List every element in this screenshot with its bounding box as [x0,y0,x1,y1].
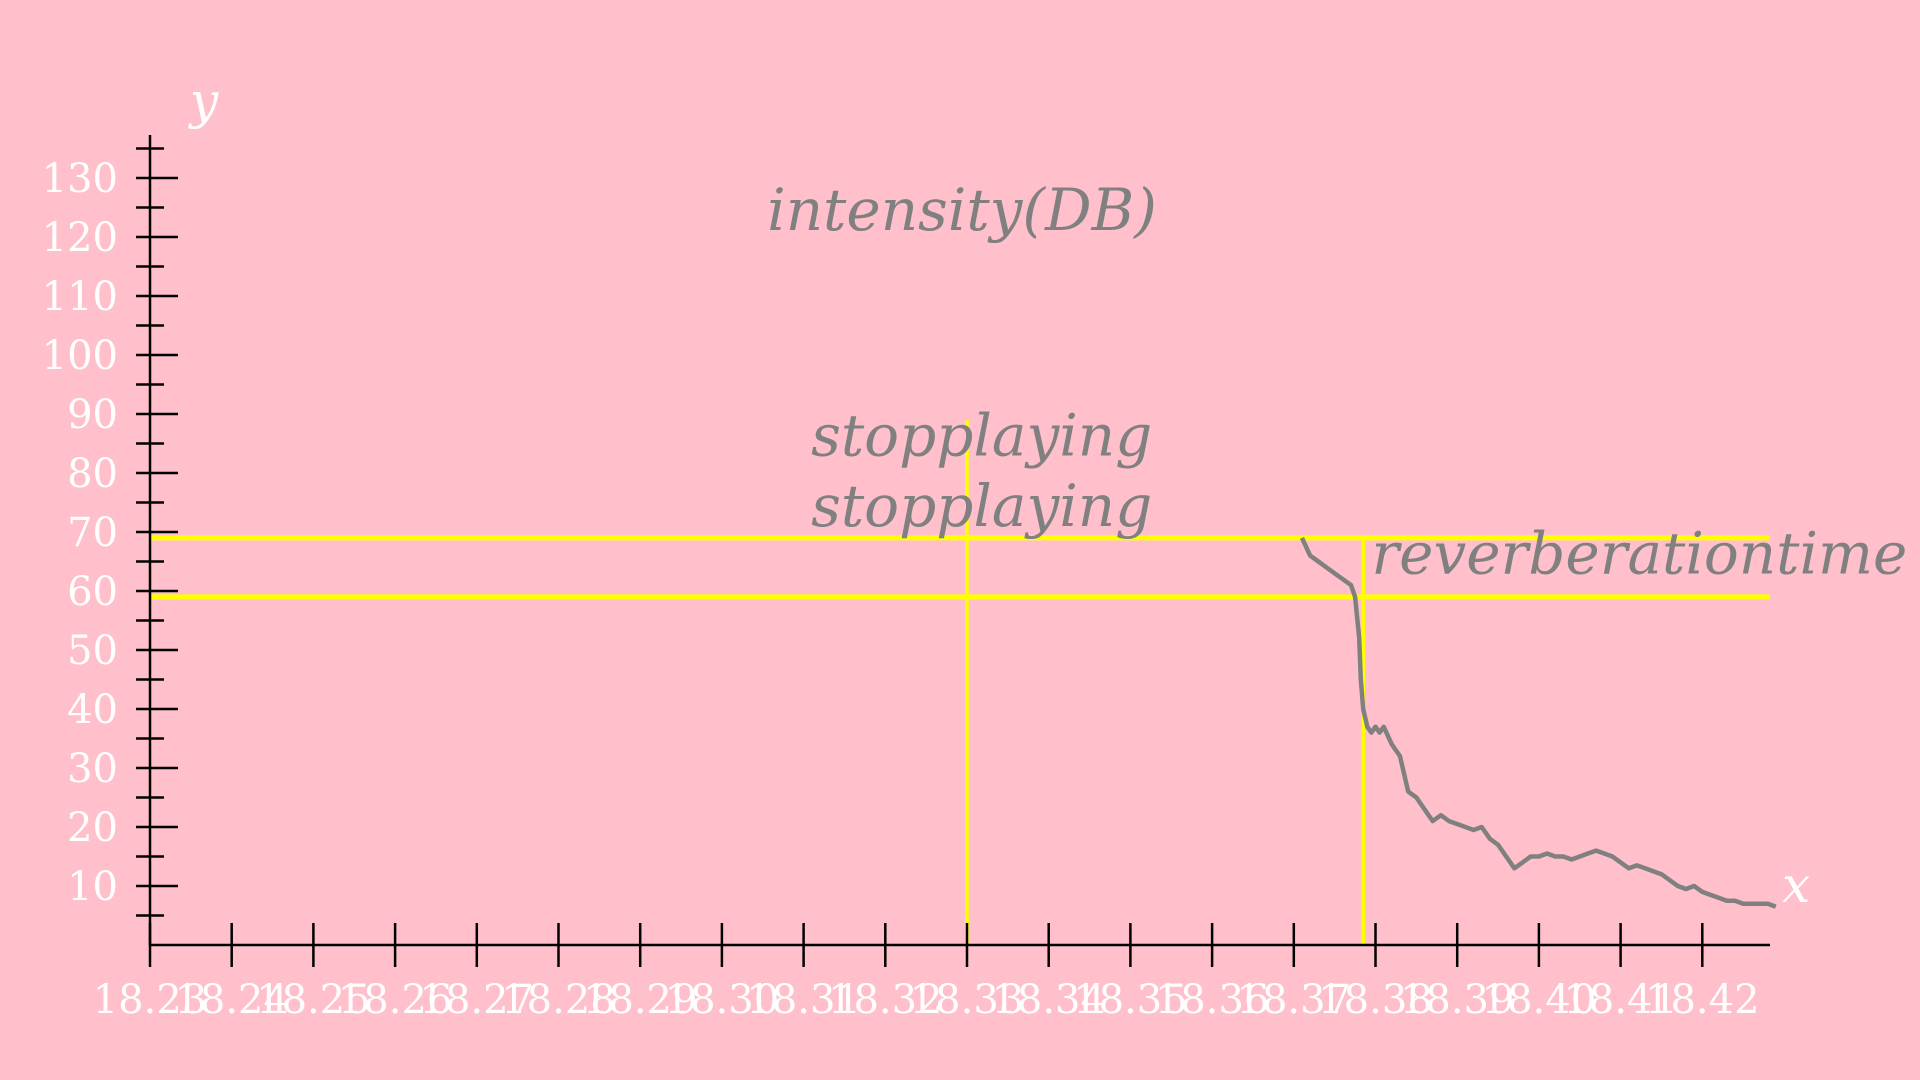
x-tick-label: 18.26 [338,977,453,1023]
x-tick-label: 18.25 [256,977,371,1023]
y-tick-label: 50 [67,628,118,674]
y-tick-label: 100 [42,333,118,379]
series-group [1299,536,1777,909]
y-axis-label: y [188,72,219,130]
y-tick-label: 130 [42,156,118,202]
y-tick-label: 40 [67,687,118,733]
y-tick-label: 110 [42,274,118,320]
x-tick-label: 18.24 [174,977,289,1023]
annotation-label: stopplaying [811,401,1152,469]
y-tick-label: 120 [42,215,118,261]
x-tick-label: 18.35 [1073,977,1188,1023]
x-tick-label: 18.37 [1237,977,1352,1023]
annotation-label: stopplaying [811,472,1152,540]
x-axis-label: x [1782,856,1810,914]
y-tick-label: 80 [67,451,118,497]
y-tick-label: 70 [67,510,118,556]
reference-lines [150,420,1770,945]
x-tick-label: 18.33 [910,977,1025,1023]
x-tick-label: 18.31 [746,977,861,1023]
y-tick-label: 20 [67,805,118,851]
y-tick-label: 30 [67,746,118,792]
x-tick-label: 18.28 [501,977,616,1023]
annotation-label: reverberationtime [1371,519,1907,587]
x-tick-label: 18.32 [828,977,943,1023]
x-tick-label: 18.39 [1400,977,1515,1023]
series-line [1299,536,1777,909]
chart-title: intensity(DB) [767,176,1157,244]
x-tick-label: 18.30 [665,977,780,1023]
axes: 18.2318.2418.2518.2618.2718.2818.2918.30… [42,135,1770,1023]
x-tick-label: 18.27 [420,977,535,1023]
x-tick-label: 18.23 [93,977,208,1023]
labels: intensity(DB) x y [188,72,1810,914]
x-tick-label: 18.42 [1645,977,1760,1023]
y-tick-label: 90 [67,392,118,438]
x-tick-label: 18.36 [1155,977,1270,1023]
x-tick-label: 18.40 [1482,977,1597,1023]
y-tick-label: 60 [67,569,118,615]
x-tick-label: 18.38 [1318,977,1433,1023]
x-tick-label: 18.34 [991,977,1106,1023]
x-tick-label: 18.29 [583,977,698,1023]
y-tick-label: 10 [67,864,118,910]
x-tick-label: 18.41 [1563,977,1678,1023]
